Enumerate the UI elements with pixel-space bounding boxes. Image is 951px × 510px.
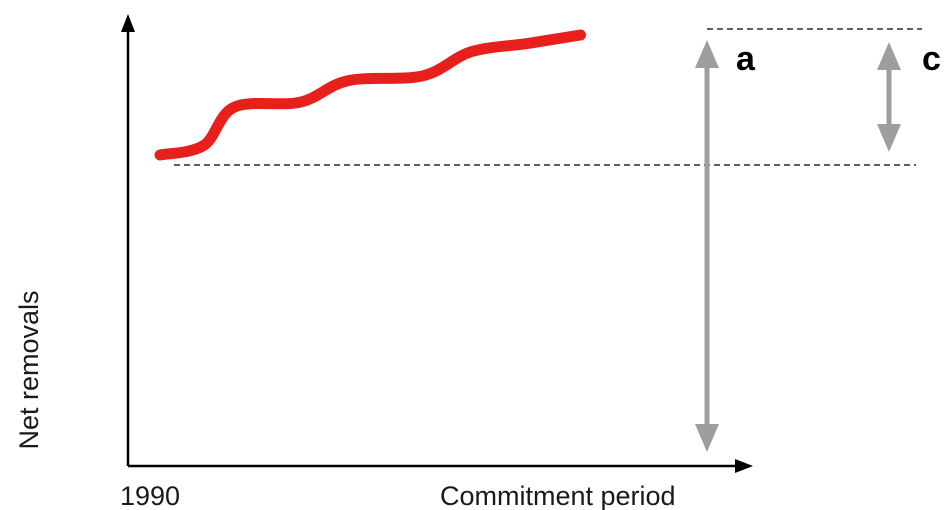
x-tick-label-end: Commitment period [440,481,676,510]
arrow-c-head-up [877,42,901,70]
x-axis-arrowhead [735,459,753,473]
arrow-a [695,40,719,452]
arrow-a-head-up [695,40,719,68]
arrow-c-head-down [877,124,901,152]
net-removals-curve [154,29,586,161]
label-a: a [736,40,756,78]
label-c: c [922,40,941,78]
arrow-c [877,42,901,152]
y-axis-label: Net removals [14,290,44,449]
axes [121,14,753,473]
y-axis-arrowhead [121,14,135,32]
arrow-a-head-down [695,424,719,452]
x-tick-label-start: 1990 [120,481,180,510]
